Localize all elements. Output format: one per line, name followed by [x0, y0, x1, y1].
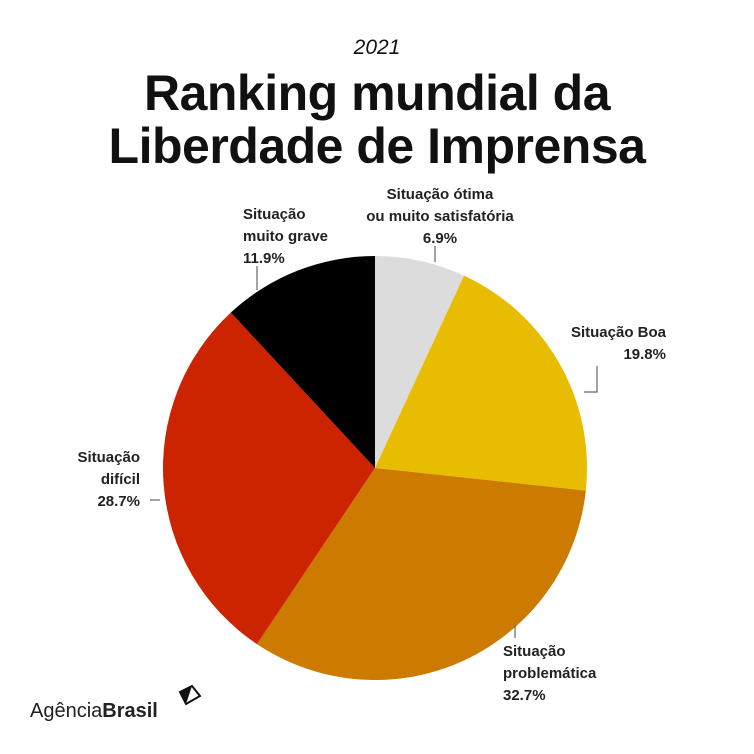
chart-title-line-1: Ranking mundial da [143, 65, 611, 121]
label-boa: Situação Boa 19.8% [540, 322, 666, 366]
label-text: Situação [243, 206, 306, 223]
label-text: difícil [100, 471, 140, 488]
data-label: 6.9% [422, 230, 458, 247]
label-text: problemática [503, 665, 597, 682]
label-muito-grave: Situação muito grave 11.9% [243, 204, 328, 270]
pie-slice-4 [230, 256, 375, 468]
pie-slice-3 [163, 312, 375, 645]
data-label: 28.7% [97, 493, 140, 510]
label-text: Situação Boa [570, 324, 666, 341]
label-text: muito grave [243, 228, 329, 245]
label-text: Situação [77, 449, 140, 466]
chart-subtitle: 2021 [353, 36, 401, 59]
logo-text: Agência [30, 700, 103, 722]
leader-line-2 [584, 366, 598, 393]
label-text: ou muito satisfatória [366, 208, 514, 225]
data-label: 19.8% [623, 346, 666, 363]
kite-icon [178, 684, 202, 706]
label-problematica: Situação problemática 32.7% [503, 641, 596, 707]
agencia-brasil-logo: AgênciaBrasil [30, 684, 202, 723]
data-label: 32.7% [503, 687, 546, 704]
pie-slice-1 [375, 275, 587, 491]
label-otima: Situação ótima ou muito satisfatória 6.9… [330, 184, 550, 250]
chart-title-line-2: Liberdade de Imprensa [108, 118, 646, 174]
label-text: Situação ótima [386, 186, 494, 203]
label-text: Situação [503, 643, 566, 660]
logo-text-bold: Brasil [102, 700, 158, 722]
data-label: 11.9% [243, 250, 285, 267]
pie-slice-2 [256, 468, 586, 680]
label-dificil: Situação difícil 28.7% [40, 447, 140, 513]
pie-slice-0 [375, 256, 465, 468]
